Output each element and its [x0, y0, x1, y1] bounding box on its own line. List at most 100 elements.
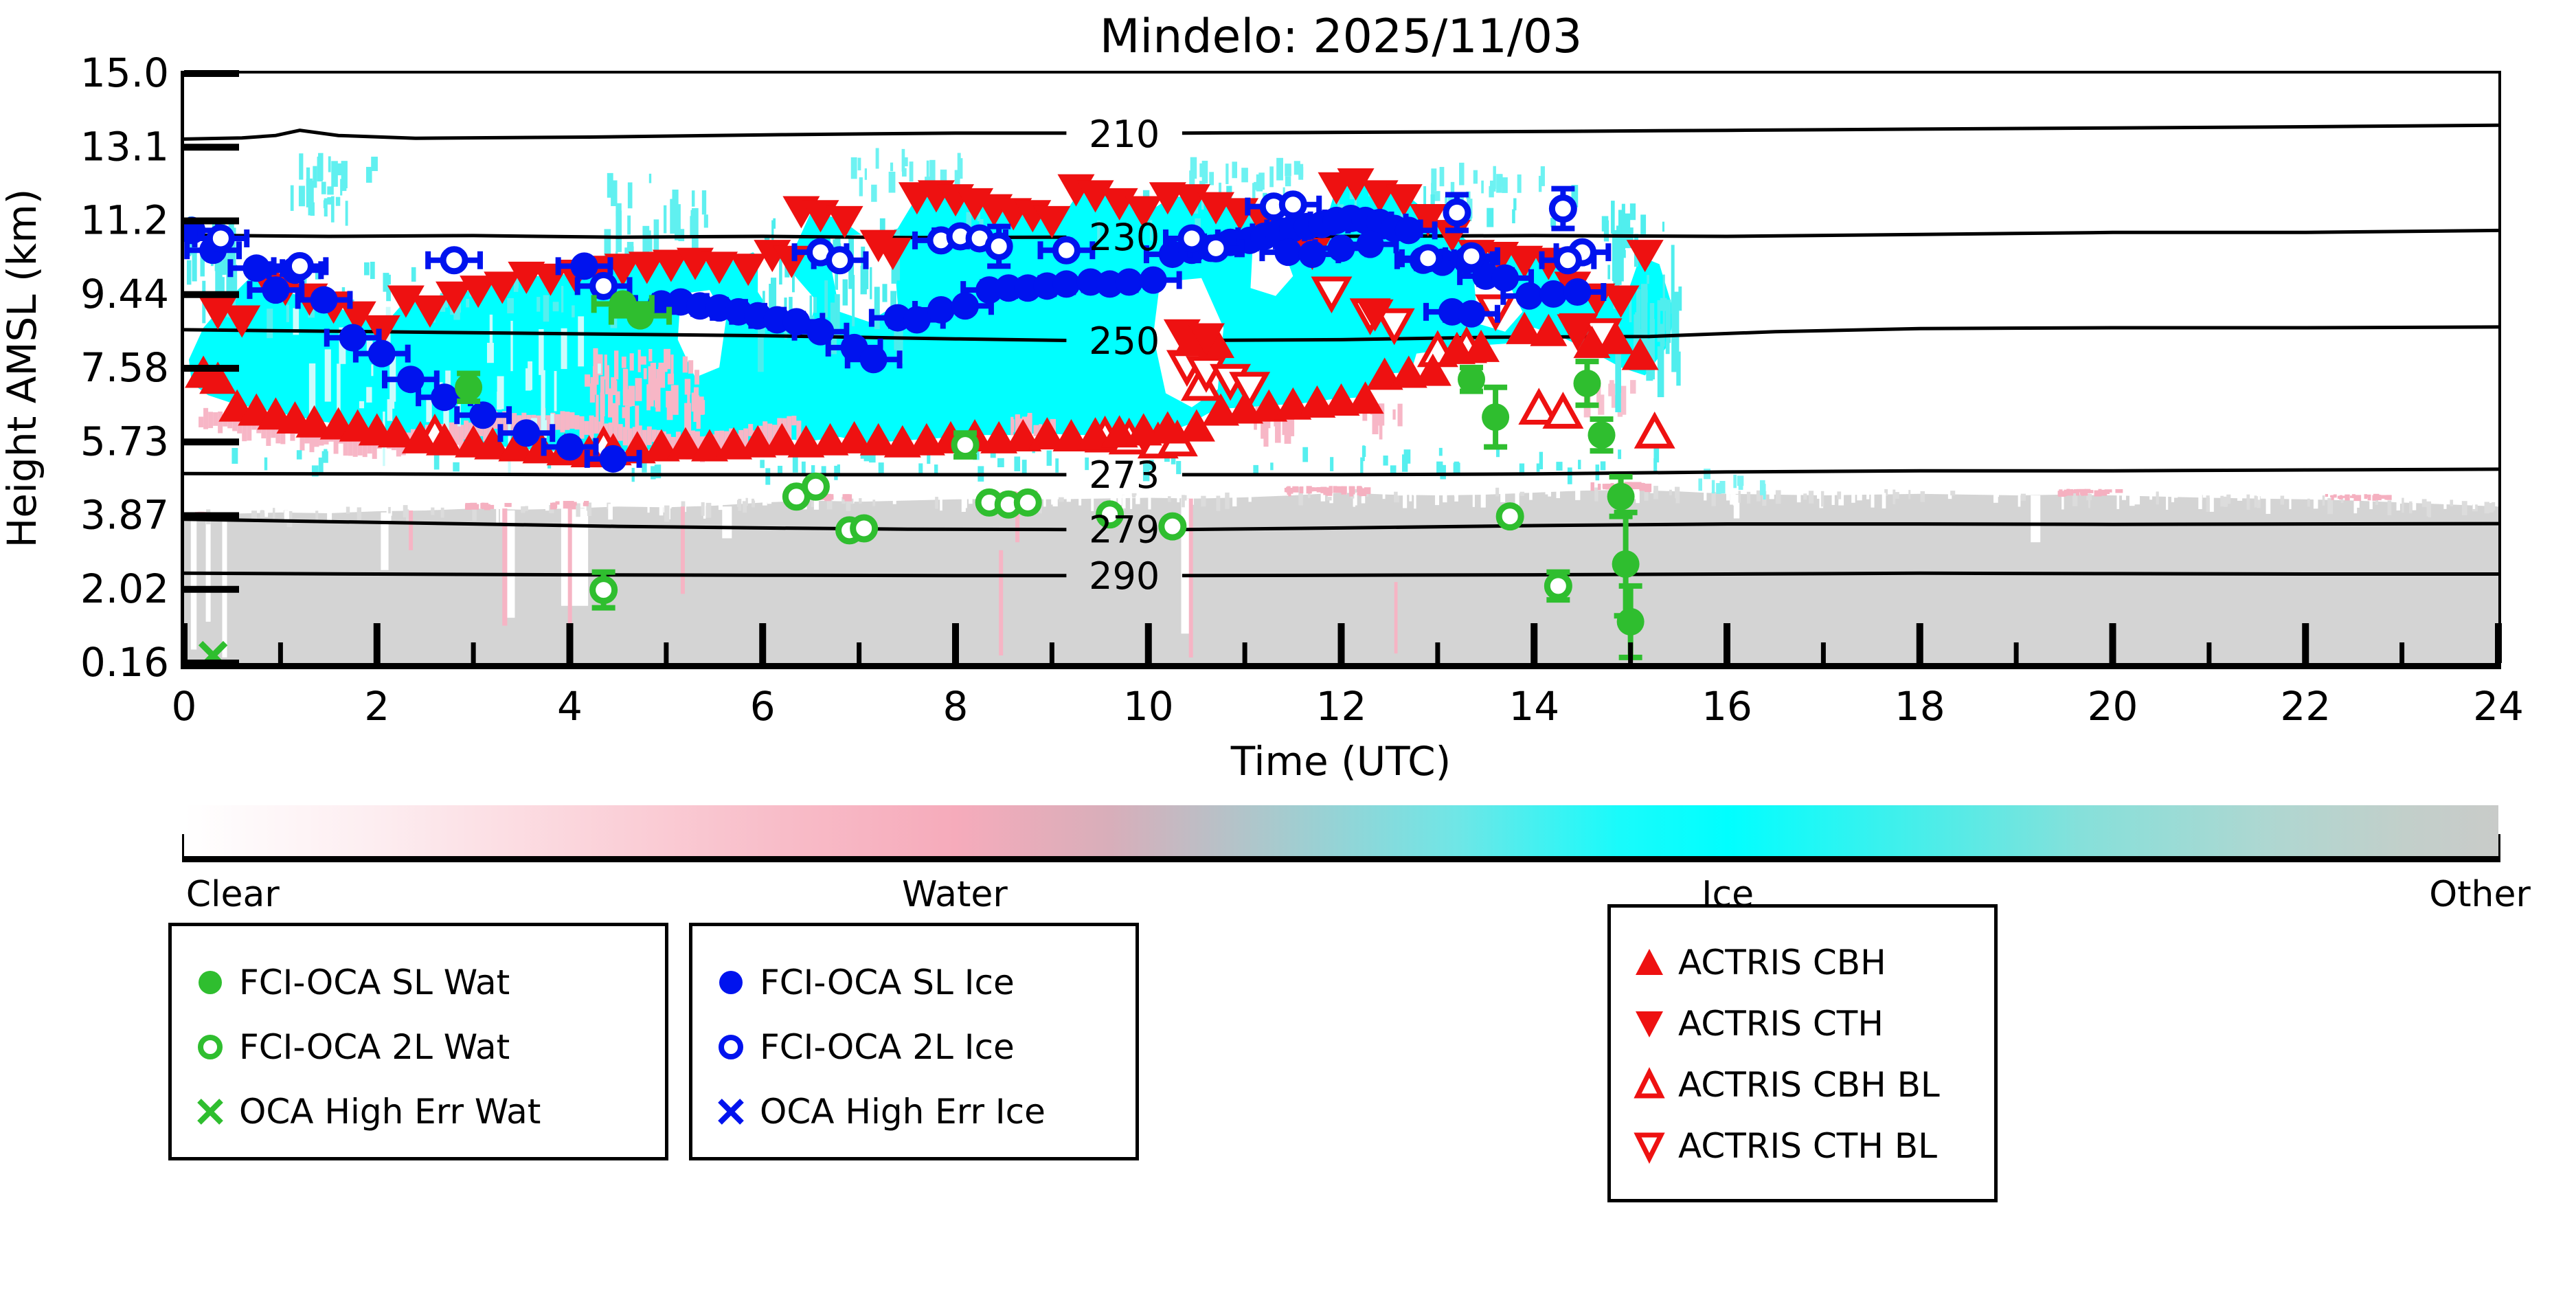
surface-edge-speckle [2428, 502, 2432, 517]
ice-streak [1698, 478, 1702, 491]
water-streak [664, 348, 671, 370]
ice-streak [1657, 300, 1661, 342]
x-tick [2109, 623, 2116, 663]
data-point-marker [512, 419, 541, 447]
surface-edge-speckle [576, 503, 580, 517]
ice-streak [561, 328, 567, 370]
ice-streak [648, 173, 652, 183]
y-tick [184, 365, 239, 372]
data-point-marker [1337, 168, 1375, 201]
surface-gap [561, 508, 589, 606]
surface-edge-speckle [525, 506, 528, 511]
surface-edge-speckle [2353, 498, 2358, 514]
data-point-marker [368, 339, 396, 368]
ice-streak [1493, 166, 1496, 189]
water-patch [1284, 488, 1289, 493]
x-tick [1242, 642, 1247, 663]
data-point-marker [1177, 409, 1215, 442]
water-streak [596, 394, 599, 420]
surface-edge-speckle [1078, 494, 1082, 506]
data-point-marker [1597, 322, 1635, 355]
colorbar-label-water: Water [902, 874, 1008, 915]
ice-streak [1436, 461, 1443, 475]
ice-streak [541, 370, 545, 422]
ice-streak [1496, 174, 1502, 193]
surface-edge-speckle [659, 502, 664, 516]
water-patch [1364, 487, 1371, 495]
ice-streak [861, 265, 868, 285]
ice-streak [1469, 199, 1473, 218]
ice-streak [1665, 341, 1670, 355]
water-patch [1299, 486, 1304, 494]
ice-streak [1440, 464, 1446, 480]
water-patch [583, 500, 589, 504]
ice-streak [200, 245, 205, 277]
y-tick [184, 512, 239, 519]
melting-layer-streak [449, 422, 455, 446]
filled-up-triangle-marker-icon [1636, 949, 1663, 975]
ice-streak [870, 267, 872, 300]
x-tick-label: 0 [172, 683, 197, 730]
melting-layer-streak [637, 425, 642, 444]
ice-streak [1487, 207, 1494, 227]
ice-streak [691, 207, 699, 249]
surface-edge-speckle [1871, 491, 1875, 508]
ice-streak [891, 174, 895, 183]
surface-edge-speckle [2061, 493, 2064, 510]
water-patch [1349, 487, 1353, 497]
melting-layer-streak [454, 421, 460, 445]
surface-edge-speckle [357, 507, 362, 520]
x-tick [1724, 623, 1730, 663]
surface-edge-speckle [1413, 491, 1416, 496]
water-streak [680, 506, 685, 594]
surface-edge-speckle [1831, 490, 1835, 505]
ice-streak [1269, 166, 1274, 188]
water-patch [2094, 490, 2102, 497]
contour-label-273: 273 [1089, 453, 1160, 497]
y-tick [184, 438, 239, 446]
data-point-marker [198, 640, 228, 663]
colorbar-label-clear: Clear [185, 874, 280, 915]
chart-title: Mindelo: 2025/11/03 [1100, 10, 1583, 64]
water-streak [611, 380, 618, 396]
ice-streak [554, 370, 557, 412]
surface-edge-speckle [608, 504, 613, 520]
y-tick-label: 5.73 [80, 418, 169, 464]
y-tick-label: 0.16 [80, 639, 169, 686]
ice-streak [1201, 160, 1208, 184]
contour-label-230: 230 [1089, 216, 1160, 259]
x-tick-label: 20 [2088, 683, 2138, 730]
ice-streak [1459, 162, 1465, 186]
data-point-marker [589, 576, 618, 605]
contour-line-250 [1182, 325, 2498, 342]
ice-streak [1517, 174, 1522, 193]
ice-streak [1232, 161, 1238, 179]
surface-edge-speckle [584, 502, 589, 516]
surface-edge-speckle [701, 502, 705, 516]
water-streak [624, 405, 630, 430]
ice-streak [642, 225, 650, 260]
ice-streak [765, 468, 771, 485]
water-patch [842, 495, 847, 499]
data-point-marker [1506, 311, 1544, 344]
water-streak [622, 368, 628, 396]
ice-streak [387, 399, 393, 421]
water-streak [585, 374, 591, 387]
surface-edge-speckle [1058, 497, 1064, 502]
water-streak [615, 391, 620, 405]
melting-layer-streak [242, 415, 247, 442]
ice-streak [670, 199, 676, 221]
surface-edge-speckle [315, 510, 319, 524]
surface-edge-speckle [1435, 490, 1439, 506]
x-tick-label: 4 [557, 683, 583, 730]
melting-layer-streak [791, 416, 797, 426]
melting-layer-streak [232, 415, 238, 431]
water-patch [2353, 495, 2362, 502]
water-streak [629, 353, 634, 371]
water-patch [2342, 495, 2349, 498]
ice-streak [392, 357, 395, 409]
surface-edge-speckle [1732, 493, 1736, 506]
ice-streak [902, 168, 907, 177]
melting-layer-streak [459, 425, 464, 451]
melting-layer-streak [618, 424, 623, 441]
